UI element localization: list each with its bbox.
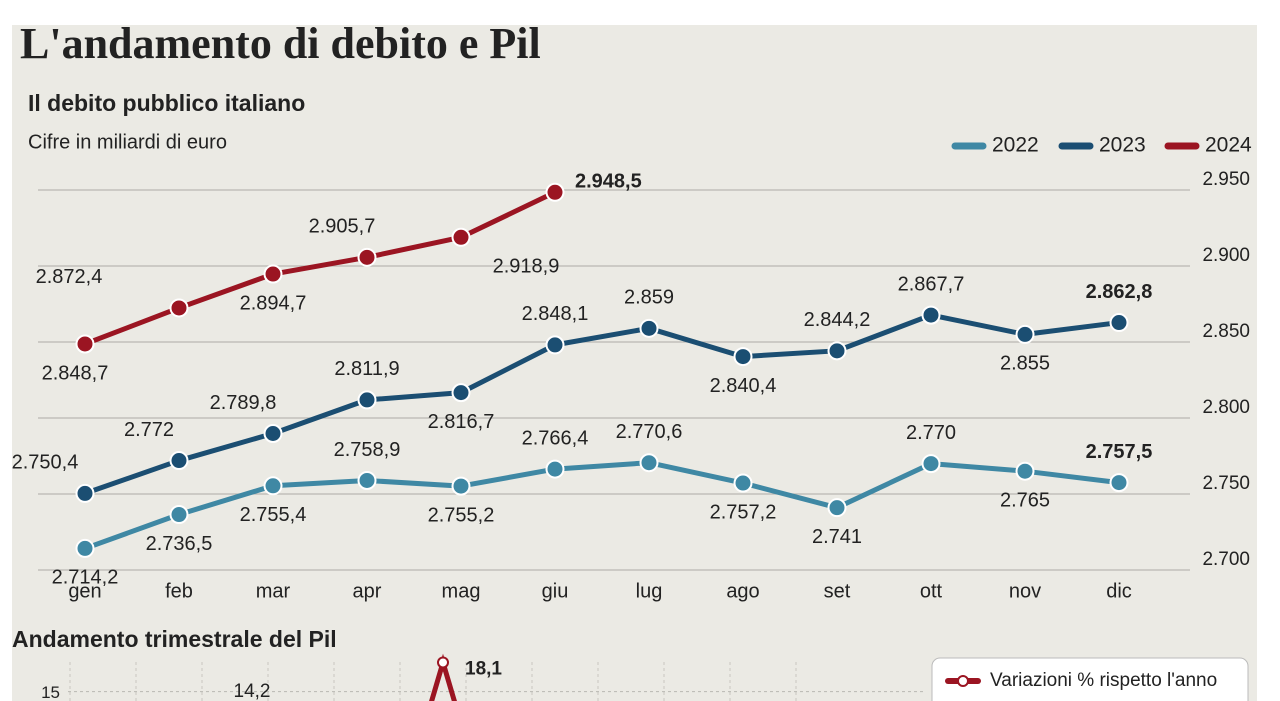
data-point <box>357 470 377 490</box>
x-tick-label: giu <box>542 580 569 602</box>
y-tick-label: 2.950 <box>1202 169 1250 190</box>
data-point <box>357 247 377 267</box>
data-label: 2.844,2 <box>804 309 871 331</box>
chart-title: L'andamento di debito e Pil <box>20 19 541 68</box>
data-point <box>1109 313 1129 333</box>
data-label: 2.848,1 <box>522 303 589 325</box>
legend-box <box>931 657 1249 701</box>
axis-label: Cifre in miliardi di euro <box>28 131 227 153</box>
legend-label: 2022 <box>992 134 1039 157</box>
data-point <box>169 451 189 471</box>
legend-label: 2024 <box>1205 134 1252 157</box>
data-label: 2.859 <box>624 287 674 309</box>
data-label: 2.770 <box>906 422 956 444</box>
data-label: 2.816,7 <box>428 411 495 433</box>
data-point <box>545 182 565 202</box>
data-point <box>921 305 941 325</box>
data-label: 2.905,7 <box>309 216 376 238</box>
data-point <box>733 473 753 493</box>
x-tick-label: mar <box>256 580 291 602</box>
data-label: 2.862,8 <box>1086 281 1153 303</box>
chart-subtitle: Il debito pubblico italiano <box>28 90 305 116</box>
data-label: 2.758,9 <box>334 439 401 461</box>
data-point <box>1015 461 1035 481</box>
data-label: 2.894,7 <box>240 292 307 314</box>
data-point <box>169 505 189 525</box>
x-tick-label: set <box>824 580 851 602</box>
data-label: 2.770,6 <box>616 421 683 443</box>
data-point <box>545 459 565 479</box>
data-point <box>451 227 471 247</box>
background <box>12 25 1257 701</box>
data-point <box>263 476 283 496</box>
data-point <box>357 390 377 410</box>
y-tick-label: 2.850 <box>1202 321 1250 342</box>
data-label: 2.948,5 <box>575 171 642 193</box>
series-line <box>84 312 1120 496</box>
data-point <box>451 383 471 403</box>
data-point <box>263 424 283 444</box>
data-label: 2.872,4 <box>36 266 103 288</box>
data-label: 2.736,5 <box>146 533 213 555</box>
data-point <box>1109 473 1129 493</box>
series-line <box>84 460 1120 551</box>
data-point <box>169 298 189 318</box>
data-point <box>1015 324 1035 344</box>
data-label: 2.918,9 <box>493 256 560 278</box>
data-label: 2.789,8 <box>210 392 277 414</box>
data-point <box>75 334 95 354</box>
y-tick-label: 2.750 <box>1202 473 1250 494</box>
data-label: 2.772 <box>124 419 174 441</box>
data-label: 2.757,5 <box>1086 441 1153 463</box>
x-tick-label: nov <box>1009 580 1041 602</box>
data-point <box>733 347 753 367</box>
data-point <box>545 335 565 355</box>
data-label: 2.867,7 <box>898 273 965 295</box>
data-point <box>75 538 95 558</box>
x-tick-label: lug <box>636 580 663 602</box>
data-point <box>75 483 95 503</box>
data-point <box>639 453 659 473</box>
data-label: 2.766,4 <box>522 427 589 449</box>
data-label: 2.714,2 <box>52 567 119 589</box>
data-point <box>437 656 449 669</box>
data-label: 2.765 <box>1000 489 1050 511</box>
y-tick-label: 15 <box>41 683 60 701</box>
data-point <box>827 341 847 361</box>
data-point <box>451 476 471 496</box>
y-tick-label: 2.800 <box>1202 397 1250 418</box>
data-label: 2.848,7 <box>42 362 109 384</box>
data-point <box>827 498 847 518</box>
data-point <box>263 264 283 284</box>
data-label: 18,1 <box>465 658 502 679</box>
x-tick-label: ott <box>920 580 943 602</box>
x-tick-label: apr <box>353 580 382 602</box>
x-tick-label: dic <box>1106 580 1132 602</box>
x-tick-label: mag <box>442 580 481 602</box>
data-label: 2.741 <box>812 526 862 548</box>
x-tick-label: feb <box>165 580 193 602</box>
data-label: 2.811,9 <box>334 358 399 380</box>
data-label: 2.757,2 <box>710 501 777 523</box>
data-label: 2.755,4 <box>240 504 307 526</box>
legend-label: 2023 <box>1099 134 1146 157</box>
x-tick-label: ago <box>726 580 759 602</box>
data-label: 2.750,4 <box>12 452 79 474</box>
y-tick-label: 2.900 <box>1202 245 1250 266</box>
data-label: 2.840,4 <box>710 375 777 397</box>
x-tick-label: gen <box>68 580 101 602</box>
data-label: 14,2 <box>234 681 271 701</box>
data-point <box>639 318 659 338</box>
data-label: 2.855 <box>1000 353 1050 375</box>
chart-title: Andamento trimestrale del Pil <box>12 626 337 652</box>
data-label: 2.755,2 <box>428 504 495 526</box>
legend-label: Variazioni % rispetto l'anno <box>990 670 1217 691</box>
y-tick-label: 2.700 <box>1202 549 1250 570</box>
legend-swatch <box>957 675 969 687</box>
series-line <box>84 190 557 347</box>
data-point <box>921 454 941 474</box>
